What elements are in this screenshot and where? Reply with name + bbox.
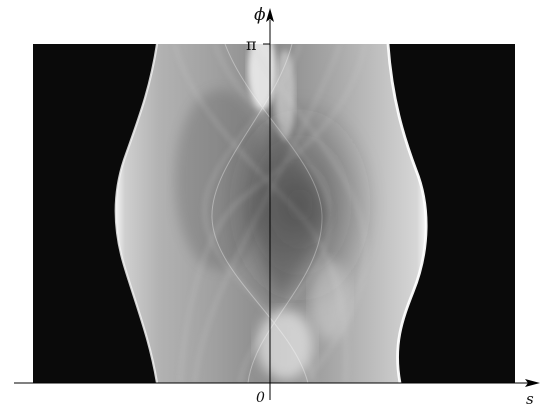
phi-axis (263, 8, 274, 400)
s-axis-arrow-icon (525, 379, 540, 387)
s-axis (14, 379, 540, 387)
phi-axis-arrow-icon (266, 8, 274, 22)
origin-label: 0 (256, 390, 265, 406)
s-axis-label: s (526, 390, 534, 408)
pi-tick-label: π (246, 35, 257, 54)
phi-axis-label: ϕ (254, 5, 266, 25)
sinogram-band (114, 43, 428, 384)
